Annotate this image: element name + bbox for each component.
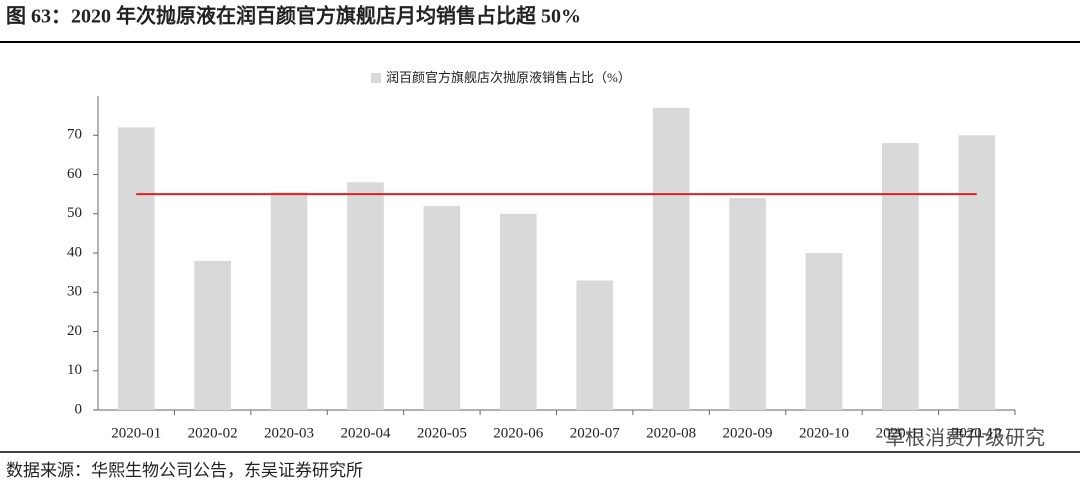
watermark: 草根消费升级研究 xyxy=(885,427,1045,450)
x-tick-label: 2020-05 xyxy=(417,425,467,441)
y-tick-label: 0 xyxy=(75,401,83,417)
y-tick-label: 40 xyxy=(67,244,82,260)
x-tick-label: 2020-01 xyxy=(111,425,161,441)
bar xyxy=(194,260,231,410)
bar xyxy=(117,127,155,411)
y-tick-label: 50 xyxy=(67,205,82,221)
bar xyxy=(423,205,461,410)
x-tick-label: 2020-08 xyxy=(646,425,696,441)
bar xyxy=(576,280,614,410)
y-tick-label: 60 xyxy=(67,166,82,182)
source: 数据来源：华熙生物公司公告，东吴证券研究所 xyxy=(6,461,363,480)
legend-label: 润百颜官方旗舰店次抛原液销售占比（%） xyxy=(386,70,631,85)
bar xyxy=(652,107,690,411)
x-tick-label: 2020-09 xyxy=(723,425,773,441)
y-tick-label: 20 xyxy=(67,323,82,339)
bar xyxy=(729,198,766,410)
y-tick-label: 10 xyxy=(67,362,82,378)
x-tick-label: 2020-02 xyxy=(188,425,238,441)
bar xyxy=(499,213,537,410)
bar xyxy=(882,143,919,410)
bar xyxy=(805,253,843,410)
bar xyxy=(270,192,308,410)
x-tick-label: 2020-12 xyxy=(952,425,1002,441)
x-tick-label: 2020-07 xyxy=(570,425,620,441)
y-tick-label: 30 xyxy=(67,284,82,300)
legend-swatch xyxy=(371,73,381,83)
x-tick-label: 2020-04 xyxy=(340,425,390,441)
bar xyxy=(347,182,384,410)
x-tick-label: 2020-11 xyxy=(876,425,925,441)
x-tick-label: 2020-10 xyxy=(799,425,849,441)
chart-title: 图 63：2020 年次抛原液在润百颜官方旗舰店月均销售占比超 50% xyxy=(6,4,581,28)
x-tick-label: 2020-03 xyxy=(264,425,314,441)
y-tick-label: 70 xyxy=(67,127,82,143)
bar xyxy=(958,135,996,410)
x-tick-label: 2020-06 xyxy=(493,425,543,441)
